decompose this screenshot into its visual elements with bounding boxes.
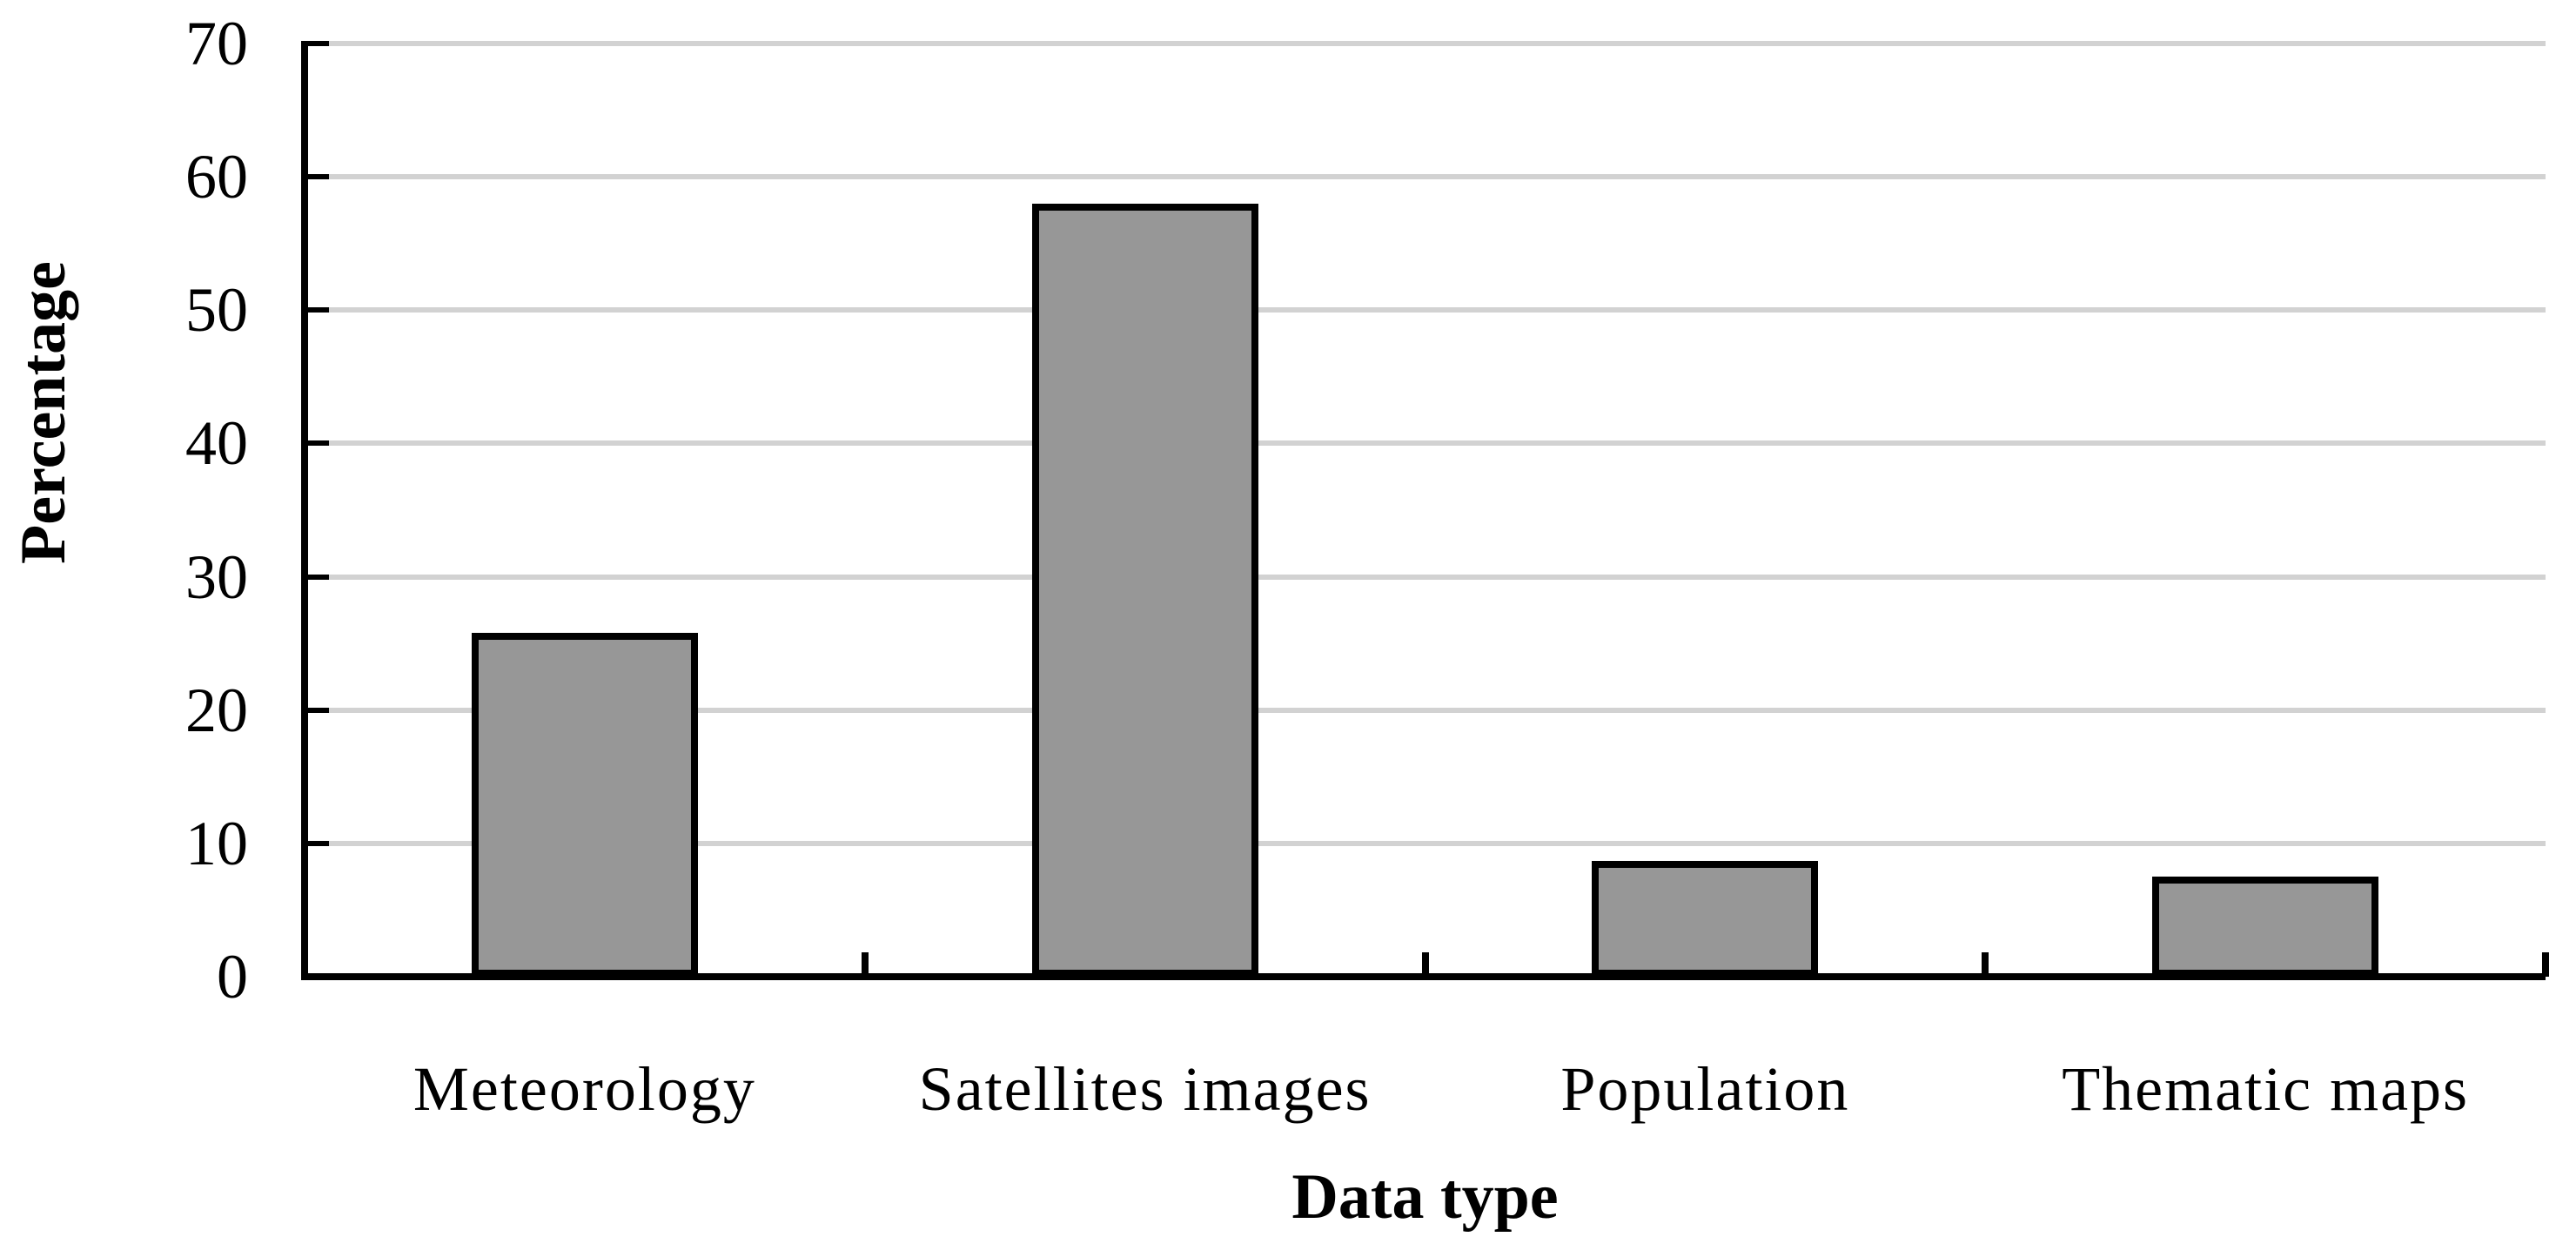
y-axis-tick-10 [305,840,329,846]
x-axis-line [301,973,2546,980]
bar-population [1592,860,1819,977]
category-label-thematic-maps: Thematic maps [2062,1054,2470,1124]
x-axis-tick-3 [1982,952,1989,977]
y-tick-label-10: 10 [185,808,248,878]
y-tick-label-60: 60 [185,142,248,212]
y-axis-tick-20 [305,707,329,713]
gridline-10 [305,840,2546,846]
y-tick-label-30: 30 [185,541,248,612]
bar-meteorology [471,632,698,977]
gridline-40 [305,440,2546,447]
category-label-population: Population [1560,1054,1850,1124]
x-axis-title: Data type [1291,1161,1559,1233]
category-label-meteorology: Meteorology [413,1054,756,1124]
gridline-50 [305,307,2546,313]
gridline-20 [305,707,2546,713]
y-axis-tick-50 [305,307,329,313]
bar-satellites-images [1031,203,1258,977]
bar-thematic-maps [2152,877,2379,977]
y-tick-label-40: 40 [185,408,248,479]
y-axis-tick-40 [305,440,329,447]
y-tick-label-20: 20 [185,675,248,745]
x-axis-tick-2 [1421,952,1429,977]
y-tick-label-0: 0 [217,942,248,1012]
gridline-60 [305,174,2546,180]
y-axis-tick-30 [305,574,329,580]
x-axis-tick-1 [861,952,869,977]
y-tick-label-70: 70 [185,9,248,78]
y-axis-line [301,41,308,980]
y-axis-tick-70 [305,41,329,46]
gridline-70 [305,41,2546,46]
y-axis-tick-60 [305,174,329,180]
category-label-satellites-images: Satellites images [918,1054,1372,1124]
x-axis-tick-4 [2542,952,2549,977]
y-tick-label-50: 50 [185,275,248,346]
gridline-30 [305,574,2546,580]
